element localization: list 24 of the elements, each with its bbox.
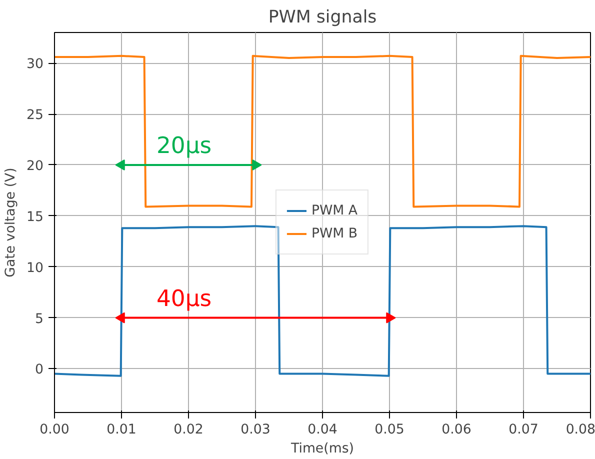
- x-tick-label: 0.06: [442, 422, 472, 438]
- annotation: 20µs: [156, 132, 212, 159]
- chart-title: PWM signals: [268, 8, 377, 28]
- x-tick-label: 0.07: [508, 422, 538, 438]
- x-tick-label: 0.08: [566, 422, 595, 438]
- legend-label: PWM A: [311, 203, 358, 218]
- annotation: 40µs: [156, 286, 212, 312]
- x-tick-label: 0.05: [374, 422, 404, 438]
- y-axis-title: Gate voltage (V): [4, 168, 19, 278]
- y-tick-label: 5: [35, 312, 44, 327]
- legend-label: PWM B: [311, 226, 358, 241]
- x-tick-label: 0.00: [40, 422, 70, 438]
- y-tick-label: 25: [26, 108, 44, 123]
- x-tick-label: 0.02: [174, 422, 204, 438]
- x-axis-title: Time(ms): [290, 442, 354, 456]
- y-tick-label: 15: [26, 210, 44, 225]
- x-tick-label: 0.03: [240, 422, 270, 438]
- x-tick-label: 0.04: [308, 422, 338, 438]
- y-tick-label: 10: [26, 260, 44, 276]
- x-tick-label: 0.01: [106, 422, 136, 438]
- y-tick-label: 0: [35, 362, 44, 378]
- line-series: [54, 225, 590, 377]
- y-tick-label: 30: [26, 57, 44, 72]
- y-tick-label: 20: [26, 158, 44, 174]
